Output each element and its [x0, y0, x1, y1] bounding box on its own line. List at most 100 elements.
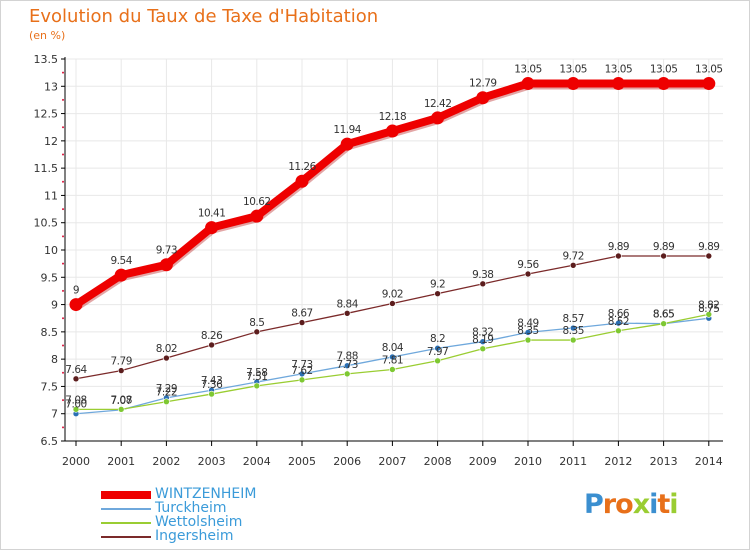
data-label: 7.43 — [201, 375, 222, 387]
data-label: 9.89 — [608, 241, 629, 253]
data-label: 8.65 — [653, 309, 674, 321]
data-label: 8.32 — [472, 327, 493, 339]
data-point — [479, 345, 487, 353]
data-point — [702, 77, 716, 91]
chart-subtitle: (en %) — [29, 29, 66, 42]
y-tick-label: 6.5 — [41, 435, 59, 448]
data-point — [660, 252, 667, 260]
data-label: 13.05 — [650, 64, 678, 76]
data-label: 8.26 — [201, 330, 223, 342]
data-point — [343, 310, 351, 317]
data-point — [340, 137, 354, 151]
data-label: 7.29 — [156, 383, 177, 395]
y-tick-label: 8 — [51, 353, 58, 366]
data-label: 13.05 — [605, 64, 633, 76]
data-point — [163, 354, 170, 362]
data-label: 8.75 — [698, 303, 719, 315]
chart-title: Evolution du Taux de Taxe d'Habitation — [29, 6, 379, 27]
data-label: 7.73 — [291, 359, 312, 371]
logo-letter: r — [602, 489, 616, 520]
data-point — [434, 344, 441, 352]
axis-dot — [62, 71, 64, 74]
data-label: 8.49 — [517, 317, 538, 329]
data-point — [159, 258, 173, 272]
logo-letter: x — [632, 489, 650, 520]
data-label: 7.08 — [111, 394, 132, 406]
data-label: 9.02 — [382, 288, 403, 300]
axis-dot — [62, 371, 64, 374]
axis-dot — [62, 126, 64, 129]
data-point — [250, 209, 264, 223]
data-label: 7.07 — [111, 395, 132, 407]
data-point — [208, 341, 215, 349]
data-label: 8.84 — [337, 298, 359, 310]
data-point — [343, 362, 351, 369]
data-point — [657, 77, 671, 91]
legend-swatch — [101, 508, 151, 510]
logo-letter: o — [615, 489, 634, 520]
data-point — [343, 370, 351, 378]
data-point — [479, 338, 487, 345]
data-label: 8.35 — [517, 325, 538, 337]
x-tick-label: 2007 — [378, 455, 406, 468]
data-label: 8.82 — [698, 299, 719, 311]
x-tick-label: 2013 — [650, 455, 678, 468]
data-point — [524, 329, 532, 336]
axis-dot — [62, 98, 64, 101]
data-point — [569, 261, 577, 269]
x-tick-label: 2011 — [559, 455, 587, 468]
data-label: 7.62 — [291, 365, 312, 377]
legend-swatch — [101, 522, 151, 524]
data-point — [298, 319, 306, 326]
logo-letter: P — [584, 489, 604, 520]
data-point — [434, 357, 441, 365]
axis-dot — [62, 317, 64, 320]
data-point — [524, 270, 532, 278]
x-tick-label: 2003 — [198, 455, 226, 468]
y-tick-label: 11 — [44, 189, 58, 202]
data-label: 11.26 — [288, 161, 316, 173]
logo-letter: t — [657, 489, 670, 520]
data-point — [253, 382, 261, 390]
data-label: 8.2 — [430, 333, 445, 345]
data-label: 8.57 — [563, 313, 584, 325]
data-label: 13.05 — [559, 64, 587, 76]
x-tick-label: 2006 — [333, 455, 361, 468]
data-point — [389, 353, 396, 361]
logo-letter: i — [649, 489, 658, 520]
y-tick-label: 7 — [51, 408, 58, 421]
data-label: 8.66 — [608, 308, 630, 320]
axis-dot — [62, 426, 64, 429]
data-point — [389, 300, 396, 307]
data-label: 9.89 — [653, 241, 674, 253]
data-point — [431, 111, 445, 125]
data-label: 7.22 — [156, 387, 177, 399]
x-tick-label: 2005 — [288, 455, 316, 468]
y-tick-label: 13.5 — [34, 53, 59, 66]
data-label: 9.56 — [517, 259, 539, 271]
data-point — [569, 336, 577, 344]
data-point — [114, 268, 128, 282]
data-label: 12.42 — [424, 98, 452, 110]
axis-dot — [62, 262, 64, 265]
data-label: 10.41 — [198, 208, 226, 220]
data-point — [208, 390, 215, 398]
data-label: 7.81 — [382, 355, 403, 367]
data-point — [298, 376, 306, 384]
data-point — [521, 77, 535, 91]
data-point — [524, 336, 532, 344]
y-tick-label: 11.5 — [34, 162, 59, 175]
data-point — [117, 406, 125, 413]
x-tick-label: 2002 — [152, 455, 180, 468]
x-tick-label: 2014 — [695, 455, 723, 468]
proxiti-logo: Proxiti — [584, 489, 679, 520]
axis-dot — [62, 399, 64, 402]
data-label: 8.35 — [563, 325, 584, 337]
data-point — [163, 398, 170, 406]
data-label: 8.04 — [382, 342, 404, 354]
data-point — [253, 328, 261, 336]
data-label: 7.58 — [246, 367, 267, 379]
data-label: 7.36 — [201, 379, 223, 391]
data-label: 8.19 — [472, 334, 493, 346]
